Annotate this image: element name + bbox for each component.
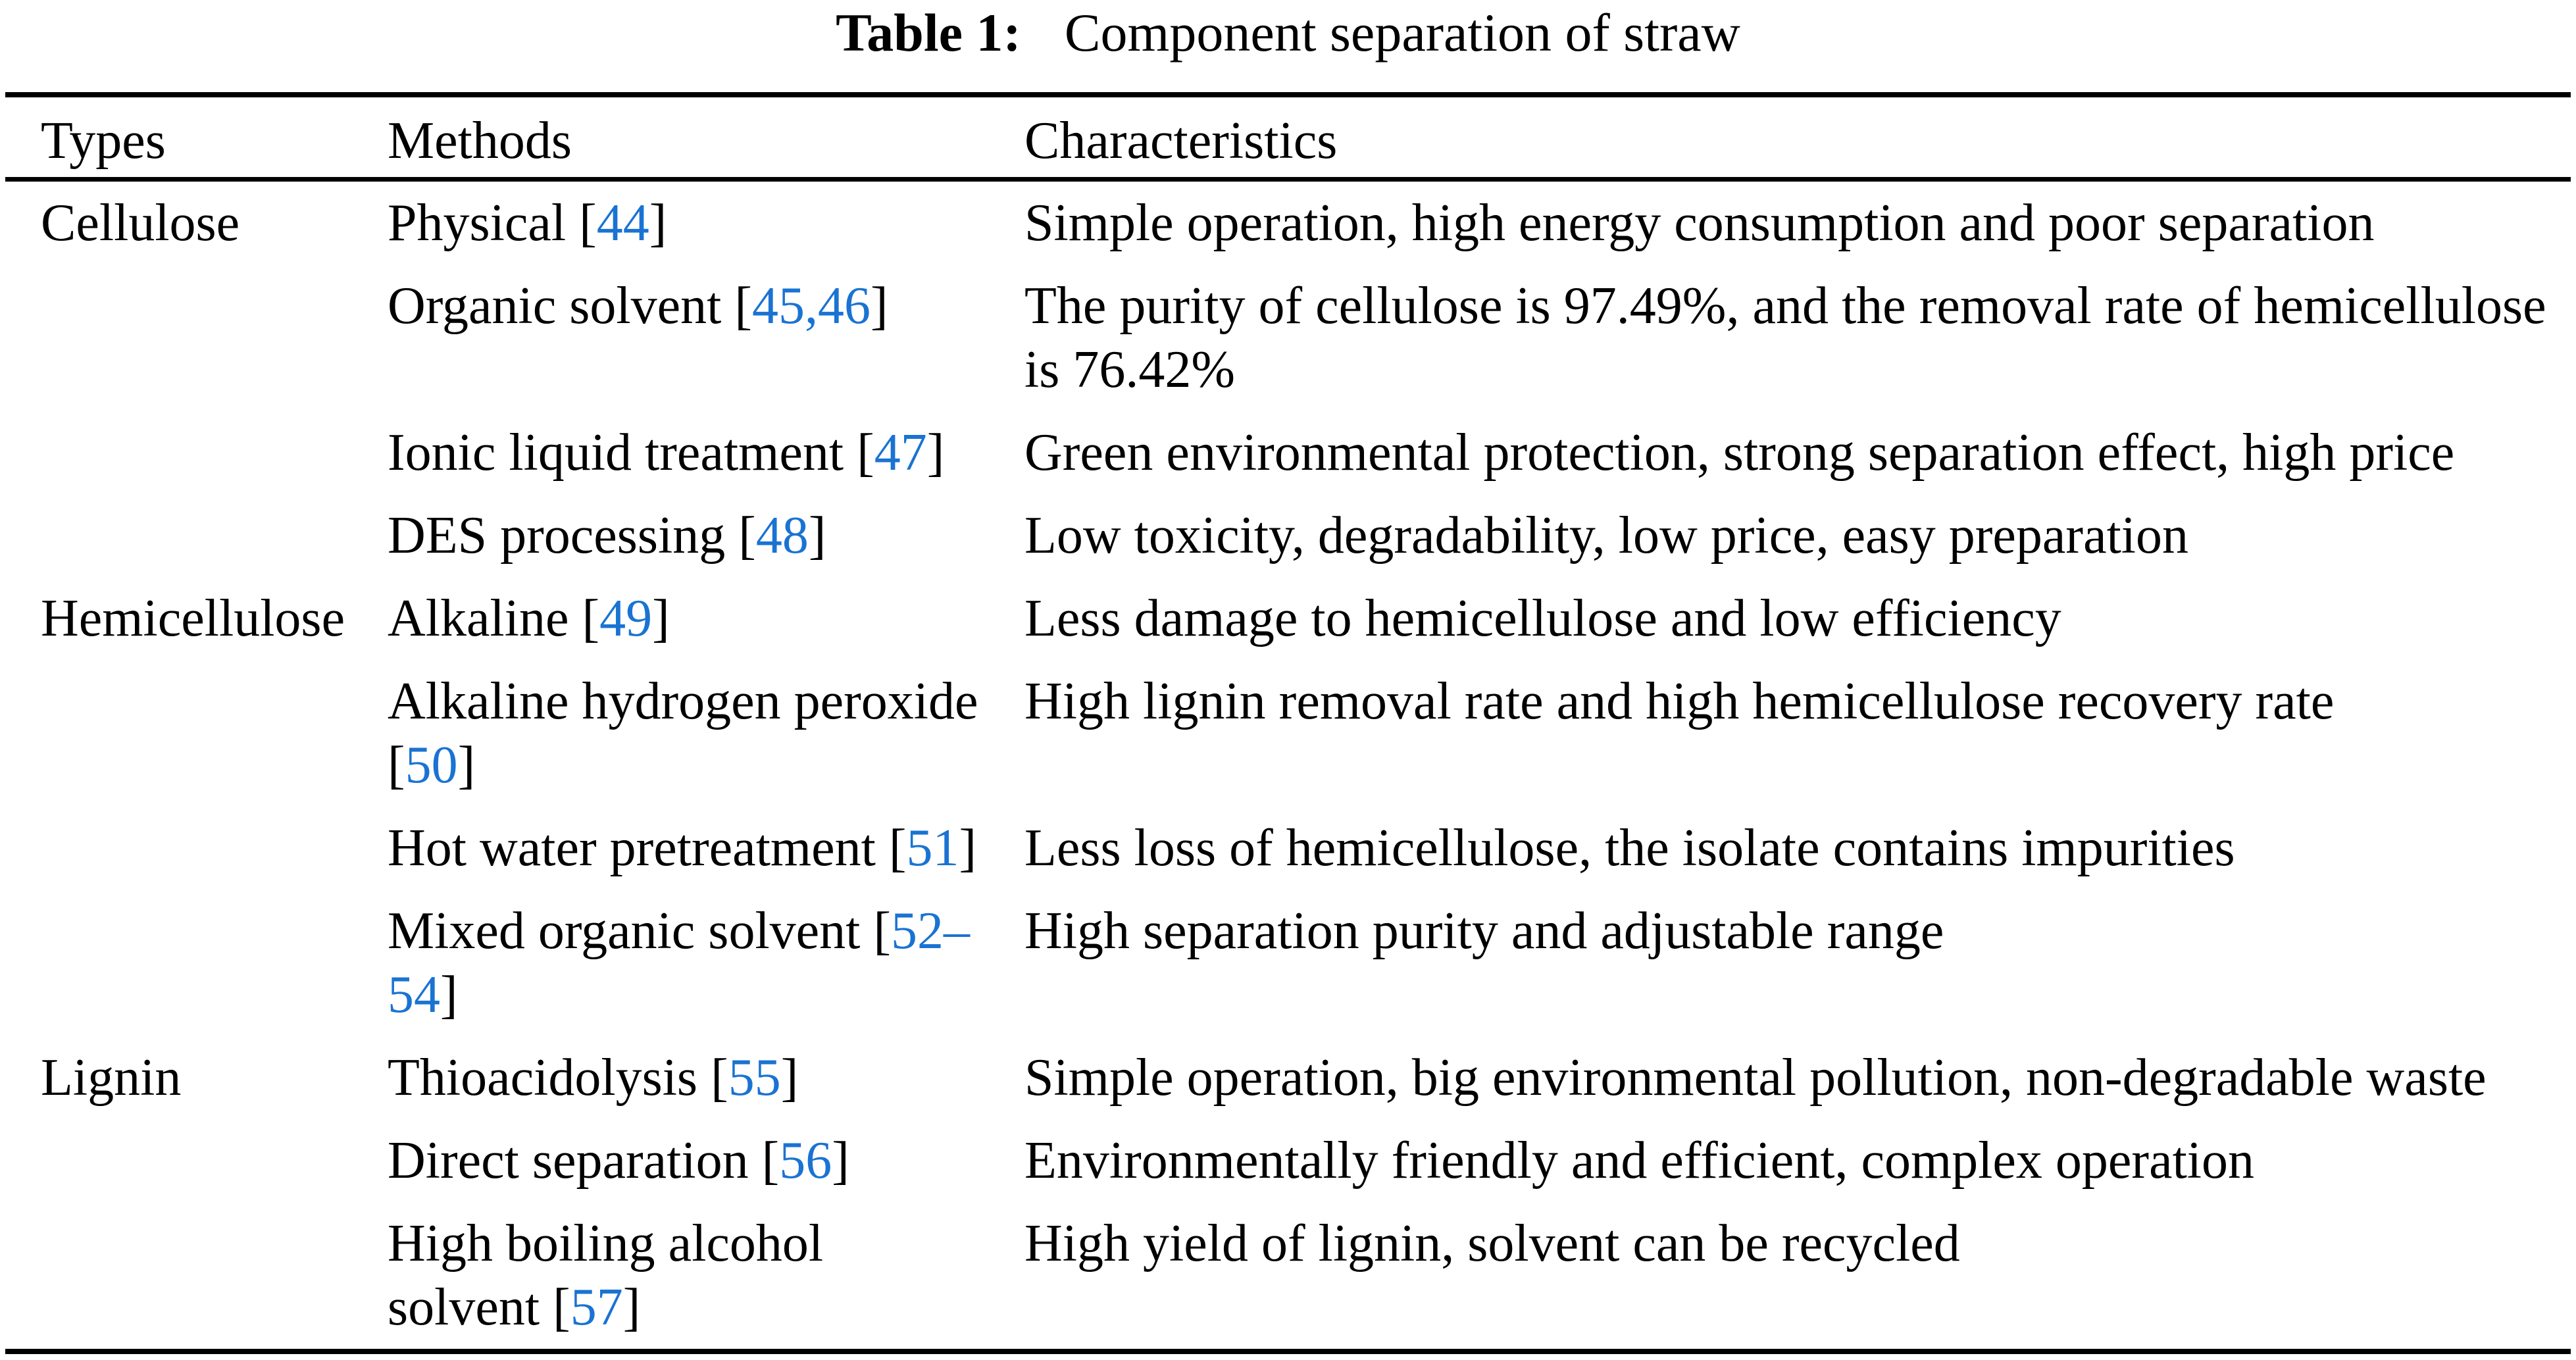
method-cell: Alkaline hydrogen peroxide [50] xyxy=(388,672,978,794)
type-cell xyxy=(5,494,352,577)
type-cell xyxy=(5,1202,352,1351)
method-cell: DES processing [48] xyxy=(388,507,826,565)
table-caption: Table 1: Component separation of straw xyxy=(0,0,2576,66)
table-row: Ionic liquid treatment [47] Green environ… xyxy=(5,411,2571,494)
characteristics-cell: The purity of cellulose is 97.49%, and t… xyxy=(1024,277,2546,399)
type-cell xyxy=(5,264,352,411)
type-cell: Hemicellulose xyxy=(41,590,345,647)
method-label: DES processing xyxy=(388,507,726,565)
method-label: Ionic liquid treatment xyxy=(388,424,844,482)
table-body: Cellulose Physical [44] Simple operation, … xyxy=(5,180,2571,1352)
table-row: Cellulose Physical [44] Simple operation, … xyxy=(5,180,2571,265)
table-row: Organic solvent [45,46] The purity of cel… xyxy=(5,264,2571,411)
method-label: High boiling alcohol solvent xyxy=(388,1215,824,1336)
method-cell: Alkaline [49] xyxy=(388,590,670,647)
method-label: Alkaline xyxy=(388,590,569,647)
type-cell: Lignin xyxy=(41,1049,182,1107)
citation-link[interactable]: 44 xyxy=(596,194,649,252)
table-header-row: Types Methods Characteristics xyxy=(5,95,2571,182)
table-header: Types Methods Characteristics xyxy=(5,95,2571,182)
table-row: Direct separation [56] Environmentally fr… xyxy=(5,1119,2571,1202)
characteristics-cell: Green environmental protection, strong s… xyxy=(1024,424,2455,482)
component-separation-table: Types Methods Characteristics Cellulose P… xyxy=(5,92,2571,1354)
method-cell: Organic solvent [45,46] xyxy=(388,277,888,335)
citation-link[interactable]: 51 xyxy=(906,819,959,877)
table-caption-title: Component separation of straw xyxy=(1064,3,1740,63)
method-label: Organic solvent xyxy=(388,277,722,335)
method-cell: Ionic liquid treatment [47] xyxy=(388,424,945,482)
column-header-types: Types xyxy=(5,95,352,182)
table-row: Hemicellulose Alkaline [49] Less damage to… xyxy=(5,577,2571,660)
method-cell: Thioacidolysis [55] xyxy=(388,1049,799,1107)
citation-link[interactable]: 47 xyxy=(874,424,927,482)
table-row: Mixed organic solvent [52–54] High separa… xyxy=(5,890,2571,1036)
citation-link[interactable]: 52–54 xyxy=(388,902,971,1024)
method-label: Mixed organic solvent xyxy=(388,902,861,960)
method-label: Alkaline hydrogen peroxide xyxy=(388,672,978,730)
type-cell xyxy=(5,411,352,494)
citation-link[interactable]: 50 xyxy=(405,736,458,794)
method-cell: Physical [44] xyxy=(388,194,667,252)
method-label: Direct separation xyxy=(388,1132,749,1190)
citation-link[interactable]: 49 xyxy=(599,590,653,647)
table-caption-label: Table 1: xyxy=(836,3,1021,63)
characteristics-cell: Less loss of hemicellulose, the isolate … xyxy=(1024,819,2235,877)
method-cell: Direct separation [56] xyxy=(388,1132,849,1190)
characteristics-cell: Environmentally friendly and efficient, … xyxy=(1024,1132,2255,1190)
method-label: Thioacidolysis xyxy=(388,1049,698,1107)
type-cell xyxy=(5,890,352,1036)
characteristics-cell: High separation purity and adjustable ra… xyxy=(1024,902,1944,960)
column-header-methods: Methods xyxy=(352,95,989,182)
characteristics-cell: Low toxicity, degradability, low price, … xyxy=(1024,507,2189,565)
method-cell: Mixed organic solvent [52–54] xyxy=(388,902,971,1024)
table-row: High boiling alcohol solvent [57] High yi… xyxy=(5,1202,2571,1351)
method-label: Hot water pretreatment xyxy=(388,819,876,877)
table-row: Lignin Thioacidolysis [55] Simple operatio… xyxy=(5,1036,2571,1119)
table-row: Alkaline hydrogen peroxide [50] High lign… xyxy=(5,660,2571,807)
column-header-characteristics: Characteristics xyxy=(989,95,2571,182)
citation-link[interactable]: 55 xyxy=(728,1049,781,1107)
characteristics-cell: Less damage to hemicellulose and low eff… xyxy=(1024,590,2061,647)
characteristics-cell: High lignin removal rate and high hemice… xyxy=(1024,672,2335,730)
table-row: Hot water pretreatment [51] Less loss of … xyxy=(5,807,2571,890)
method-cell: High boiling alcohol solvent [57] xyxy=(388,1215,824,1336)
characteristics-cell: Simple operation, high energy consumptio… xyxy=(1024,194,2375,252)
type-cell xyxy=(5,660,352,807)
method-cell: Hot water pretreatment [51] xyxy=(388,819,977,877)
citation-link[interactable]: 57 xyxy=(570,1278,623,1336)
method-label: Physical xyxy=(388,194,567,252)
citation-link[interactable]: 56 xyxy=(779,1132,832,1190)
type-cell xyxy=(5,807,352,890)
citation-link[interactable]: 45,46 xyxy=(751,277,871,335)
type-cell: Cellulose xyxy=(41,194,240,252)
citation-link[interactable]: 48 xyxy=(755,507,809,565)
type-cell xyxy=(5,1119,352,1202)
table-row: DES processing [48] Low toxicity, degrada… xyxy=(5,494,2571,577)
characteristics-cell: High yield of lignin, solvent can be rec… xyxy=(1024,1215,1960,1272)
characteristics-cell: Simple operation, big environmental poll… xyxy=(1024,1049,2487,1107)
